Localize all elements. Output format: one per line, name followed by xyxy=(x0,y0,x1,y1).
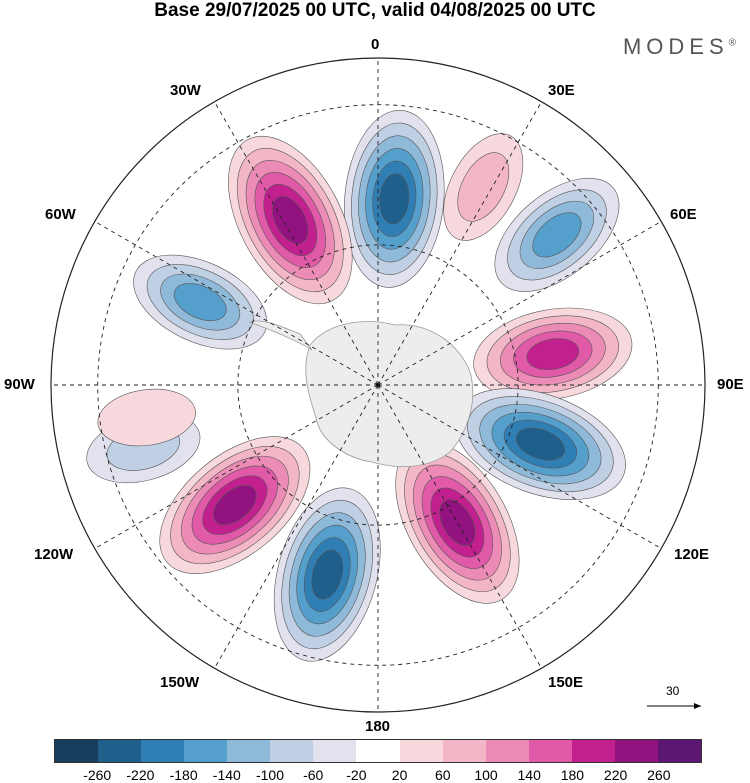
lon-label-60w: 60W xyxy=(45,206,76,223)
reference-vector-label: 30 xyxy=(666,684,680,698)
colorbar-ticks: -260 -220 -180 -140 -100 -60 -20 20 60 100 140 180 2… xyxy=(0,767,750,783)
anomaly-contour xyxy=(97,388,196,447)
colorbar-tick-label: -260 xyxy=(83,767,112,783)
anomaly-contour xyxy=(516,427,565,461)
neg-anomaly-lon165w xyxy=(273,487,381,662)
lon-label-150w: 150W xyxy=(160,674,200,691)
neg-anomaly-lon0 xyxy=(344,109,445,288)
colorbar-tick-label: -220 xyxy=(126,767,155,783)
meridian-line xyxy=(94,221,379,386)
colorbar xyxy=(54,739,702,763)
lon-label-30w: 30W xyxy=(170,82,201,99)
pos-anomaly-lon150e xyxy=(395,441,520,604)
lon-label-180: 180 xyxy=(365,718,391,735)
anomaly-contour xyxy=(311,549,343,600)
colorbar-swatch xyxy=(442,740,486,762)
latitude-circle xyxy=(237,244,519,526)
neg-anomaly-lon110e xyxy=(454,388,626,500)
colorbar-swatch xyxy=(485,740,529,762)
colorbar-tick-label: 260 xyxy=(647,767,671,783)
colorbar-tick-label: 180 xyxy=(560,767,585,783)
south-pole-point xyxy=(376,383,380,387)
colorbar-tick-label: -180 xyxy=(169,767,198,783)
colorbar-tick-label: 140 xyxy=(517,767,541,783)
colorbar-tick-label: -100 xyxy=(255,767,285,783)
neg-anomaly-lon65w xyxy=(133,254,268,350)
colorbar-swatch xyxy=(184,740,228,762)
anomaly-contour xyxy=(532,212,582,258)
meridian-line xyxy=(214,384,379,669)
lon-label-60e: 60E xyxy=(670,206,697,223)
anomaly-field xyxy=(86,109,633,662)
anomaly-contour xyxy=(173,283,227,321)
pos-anomaly-lon130w xyxy=(159,436,311,574)
meridian-line xyxy=(214,101,379,386)
colorbar-swatch xyxy=(313,740,357,762)
reference-vector: 30 xyxy=(646,684,706,714)
anomaly-contour xyxy=(379,173,410,225)
colorbar-tick-label: 60 xyxy=(435,767,451,783)
colorbar-tick-label: -140 xyxy=(212,767,241,783)
meridian-line xyxy=(377,101,542,386)
lon-label-120w: 120W xyxy=(34,546,74,563)
pos-anomaly-lon100w xyxy=(97,388,196,447)
meridian-line xyxy=(377,384,542,669)
colorbar-swatch xyxy=(98,740,142,762)
colorbar-swatch xyxy=(270,740,314,762)
colorbar-tick-label: 100 xyxy=(474,767,498,783)
anomaly-contour xyxy=(457,152,510,222)
antarctica-landmass xyxy=(248,320,474,467)
lon-label-30e: 30E xyxy=(548,82,575,99)
lon-label-120e: 120E xyxy=(674,546,710,563)
anomaly-contour xyxy=(213,485,257,526)
lon-label-150e: 150E xyxy=(548,674,584,691)
lon-label-90e: 90E xyxy=(717,376,744,393)
colorbar-swatch xyxy=(356,740,400,762)
logo-text: MODES xyxy=(622,34,729,59)
colorbar-tick-label: 220 xyxy=(603,767,628,783)
reference-arrow xyxy=(647,703,701,709)
colorbar-swatch xyxy=(614,740,658,762)
colorbar-swatch xyxy=(571,740,615,762)
anomaly-contour xyxy=(272,196,309,244)
map-title: Base 29/07/2025 00 UTC, valid 04/08/2025… xyxy=(154,0,596,21)
registered-mark: ® xyxy=(728,37,736,49)
pos-anomaly-lon30w xyxy=(228,135,353,305)
modes-logo: MODES® xyxy=(623,34,736,60)
lon-label-90w: 90W xyxy=(4,376,35,393)
pos-anomaly-lon30e xyxy=(443,133,524,241)
meridian-line xyxy=(377,221,662,386)
colorbar-tick-label: -60 xyxy=(303,767,324,783)
colorbar-tick-label: 20 xyxy=(391,767,408,783)
colorbar-swatch xyxy=(528,740,572,762)
anomaly-contour xyxy=(526,338,580,371)
colorbar-swatch xyxy=(55,740,99,762)
graticule xyxy=(51,58,705,712)
colorbar-swatch xyxy=(227,740,271,762)
lon-label-0: 0 xyxy=(371,36,380,53)
colorbar-tick-label: -20 xyxy=(346,767,367,783)
pos-anomaly-lon80e xyxy=(473,307,633,401)
meridian-line xyxy=(377,384,662,549)
colorbar-swatch xyxy=(399,740,443,762)
meridian-line xyxy=(94,384,379,549)
colorbar-swatch xyxy=(141,740,185,762)
neg-anomaly-lon50e xyxy=(494,177,620,292)
colorbar-swatch xyxy=(657,740,701,762)
map-border xyxy=(50,57,706,713)
anomaly-contour xyxy=(439,499,476,546)
